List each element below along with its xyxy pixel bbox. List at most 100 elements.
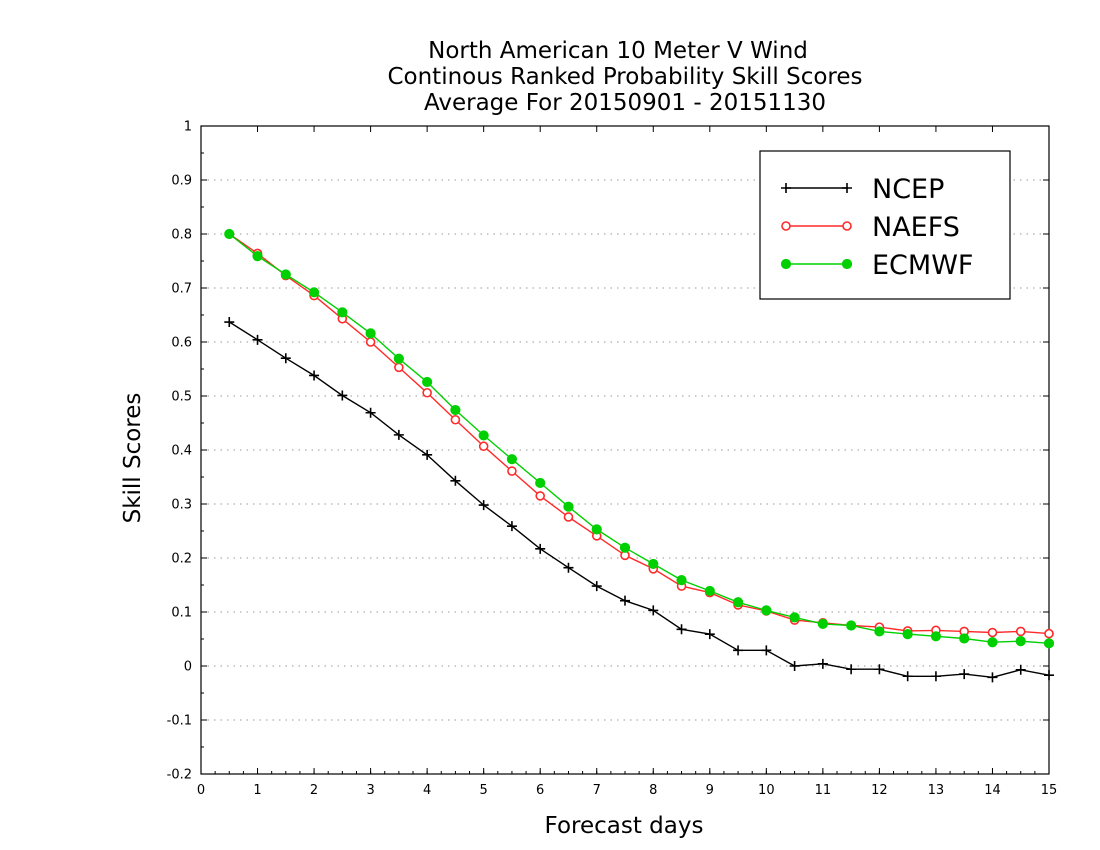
ecmwf-point	[732, 597, 744, 608]
naefs-point	[563, 512, 574, 522]
ncep-point	[563, 562, 574, 573]
legend-box	[759, 150, 1011, 300]
ncep-point	[789, 661, 800, 671]
chart-title: North American 10 Meter V Wind Continous…	[387, 38, 862, 116]
ncep-point	[902, 671, 913, 682]
x-tick-label: 4	[423, 783, 431, 798]
naefs-point	[1015, 626, 1026, 637]
series-ncep	[224, 317, 1054, 683]
ecmwf-point	[478, 430, 489, 441]
ncep-point	[676, 624, 687, 635]
ecmwf-point	[506, 454, 518, 465]
naefs-point	[365, 337, 376, 347]
ecmwf-point	[365, 328, 376, 339]
ncep-point	[987, 672, 998, 683]
ncep-point	[704, 629, 715, 640]
naefs-point	[450, 414, 461, 425]
y-tick-label: -0.1	[167, 714, 192, 729]
ncep-point	[620, 595, 630, 606]
ncep-point	[874, 664, 885, 675]
naefs-point	[1044, 628, 1054, 639]
legend-marker-naefs	[781, 221, 791, 231]
naefs-point	[535, 491, 546, 501]
ecmwf-point	[280, 269, 291, 280]
series-group	[224, 228, 1055, 683]
ecmwf-point	[930, 631, 942, 642]
ecmwf-point	[252, 251, 263, 262]
y-tick-label: 0.3	[171, 498, 192, 513]
ecmwf-point	[393, 353, 404, 364]
ecmwf-point	[224, 228, 235, 240]
ncep-point	[930, 671, 941, 682]
x-tick-label: 12	[871, 783, 888, 798]
x-tick-label: 2	[310, 783, 318, 798]
legend-entry-naefs: NAEFS	[781, 212, 960, 243]
y-tick-label: 0.6	[171, 336, 192, 351]
legend-marker-ecmwf	[780, 258, 792, 270]
x-tick-label: 6	[536, 783, 544, 798]
x-tick-label: 0	[197, 783, 205, 798]
y-axis-title: Skill Scores	[120, 393, 146, 524]
ecmwf-point	[1015, 636, 1026, 647]
ncep-point	[224, 317, 235, 328]
y-tick-label: 0.4	[171, 444, 192, 459]
title-line-1: North American 10 Meter V Wind	[428, 38, 808, 64]
naefs-point	[507, 466, 517, 476]
naefs-point	[478, 441, 489, 452]
ncep-point	[535, 543, 546, 554]
y-tick-labels: -0.2 -0.1 0 0.1 0.2 0.3 0.4 0.5 0.6 0.7 0.8 0.9 1	[167, 120, 192, 783]
legend-marker-ncep	[842, 183, 852, 193]
y-tick-label: 0.1	[171, 606, 192, 621]
naefs-point	[422, 387, 432, 398]
ncep-point	[422, 449, 433, 460]
x-tick-label: 7	[593, 783, 601, 798]
series-ecmwf	[224, 228, 1055, 649]
legend-label-ecmwf: ECMWF	[872, 250, 973, 281]
legend-entry-ecmwf: ECMWF	[780, 250, 973, 281]
ncep-point	[309, 370, 320, 381]
ncep-point	[337, 390, 348, 401]
ncep-point	[648, 605, 659, 616]
legend-marker-naefs	[842, 221, 852, 231]
x-tick-label: 15	[1041, 783, 1058, 798]
ncep-point	[478, 500, 489, 511]
title-line-2: Continous Ranked Probability Skill Score…	[387, 64, 862, 90]
legend-label-naefs: NAEFS	[872, 212, 960, 243]
y-tick-label: 1	[184, 120, 192, 135]
ecmwf-point	[535, 477, 546, 489]
legend-marker-ecmwf	[841, 258, 853, 270]
ncep-point	[1015, 664, 1026, 675]
ncep-point	[761, 645, 772, 656]
ncep-line	[228, 321, 1050, 679]
ecmwf-point	[422, 376, 433, 388]
x-tick-label: 1	[253, 783, 261, 798]
x-tick-label: 14	[984, 783, 1001, 798]
ecmwf-point	[648, 558, 659, 570]
ncep-point	[959, 669, 970, 680]
ecmwf-point	[563, 501, 574, 512]
ncep-point	[365, 407, 376, 418]
y-tick-label: 0.2	[171, 552, 192, 567]
ecmwf-point	[846, 620, 857, 631]
legend: NCEP NAEFS ECMWF	[759, 150, 1011, 300]
ecmwf-point	[619, 542, 631, 553]
x-axis-title: Forecast days	[545, 813, 704, 839]
ecmwf-point	[789, 612, 800, 623]
ncep-point	[733, 645, 744, 656]
ecmwf-point	[1043, 638, 1055, 649]
ncep-point	[1044, 670, 1054, 681]
ecmwf-point	[450, 404, 461, 416]
ecmwf-point	[761, 605, 772, 616]
y-tick-label: 0	[184, 660, 192, 675]
ecmwf-point	[902, 629, 913, 640]
ecmwf-point	[337, 307, 348, 318]
y-tick-label: 0.5	[171, 390, 192, 405]
x-tick-label: 3	[366, 783, 374, 798]
ncep-point	[591, 581, 602, 592]
ncep-point	[450, 475, 461, 486]
legend-label-ncep: NCEP	[872, 174, 944, 205]
ncep-point	[506, 521, 517, 532]
x-tick-label: 13	[928, 783, 945, 798]
x-tick-label: 10	[758, 783, 775, 798]
